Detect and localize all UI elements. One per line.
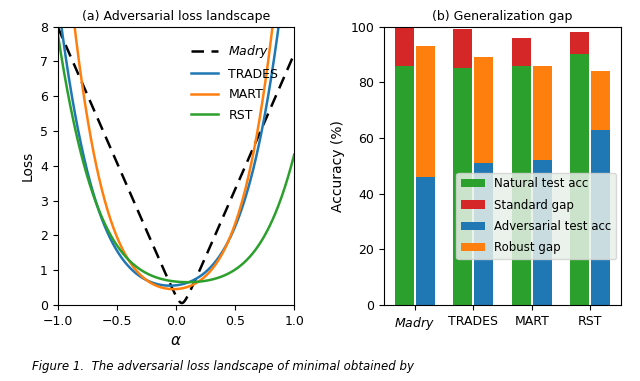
Legend: $\it{Madry}$, TRADES, MART, RST: $\it{Madry}$, TRADES, MART, RST [186,38,284,127]
MART [54,7,61,11]
$\it{Madry}$ [239,171,246,175]
Y-axis label: Loss: Loss [20,150,35,181]
Bar [453,69,472,305]
RST [243,258,250,263]
RST [150,274,157,279]
$\it{Madry}$ [150,244,157,248]
Bar [533,160,552,296]
Bar [591,71,610,130]
Bar [453,29,472,69]
RST [158,277,166,282]
TRADES [166,283,174,288]
Text: Figure 1.  The adversarial loss landscape of minimal obtained by: Figure 1. The adversarial loss landscape… [32,360,414,373]
MART [158,285,166,290]
Bar [591,296,610,305]
$\it{Madry}$ [158,263,166,267]
Legend: Natural test acc, Standard gap, Adversarial test acc, Robust gap: Natural test acc, Standard gap, Adversar… [456,173,616,259]
Bar [474,296,493,305]
MART [78,79,86,84]
RST [54,30,61,35]
Bar [591,130,610,296]
X-axis label: α: α [171,333,181,348]
Bar [570,32,589,54]
Bar [395,66,413,305]
MART [239,198,246,203]
RST [216,275,224,279]
Line: TRADES: TRADES [58,9,294,286]
MART [216,255,224,259]
Line: RST: RST [58,32,294,282]
Bar [416,46,435,177]
RST [78,154,86,159]
$\it{Madry}$ [243,161,250,165]
TRADES [158,283,166,287]
RST [239,262,246,266]
Bar [395,27,413,66]
Line: $\it{Madry}$: $\it{Madry}$ [58,27,294,303]
MART [291,7,298,11]
$\it{Madry}$ [54,24,61,29]
Bar [416,177,435,296]
Bar [474,163,493,296]
Title: (b) Generalization gap: (b) Generalization gap [432,10,573,23]
Title: (a) Adversarial loss landscape: (a) Adversarial loss landscape [82,10,270,23]
Bar [416,296,435,305]
Bar [512,38,531,66]
TRADES [54,7,61,11]
Line: MART: MART [58,9,294,289]
Bar [533,296,552,305]
MART [150,282,157,287]
MART [243,182,250,186]
TRADES [291,7,298,11]
TRADES [216,253,224,257]
Bar [533,66,552,160]
TRADES [150,281,157,285]
$\it{Madry}$ [78,80,86,85]
Bar [570,54,589,305]
RST [184,280,191,285]
$\it{Madry}$ [178,301,186,305]
MART [170,287,177,291]
Bar [512,66,531,305]
TRADES [239,205,246,210]
TRADES [78,146,86,150]
$\it{Madry}$ [291,51,298,56]
RST [291,152,298,157]
$\it{Madry}$ [216,221,224,226]
TRADES [243,191,250,196]
Bar [474,57,493,163]
Y-axis label: Accuracy (%): Accuracy (%) [331,120,345,212]
